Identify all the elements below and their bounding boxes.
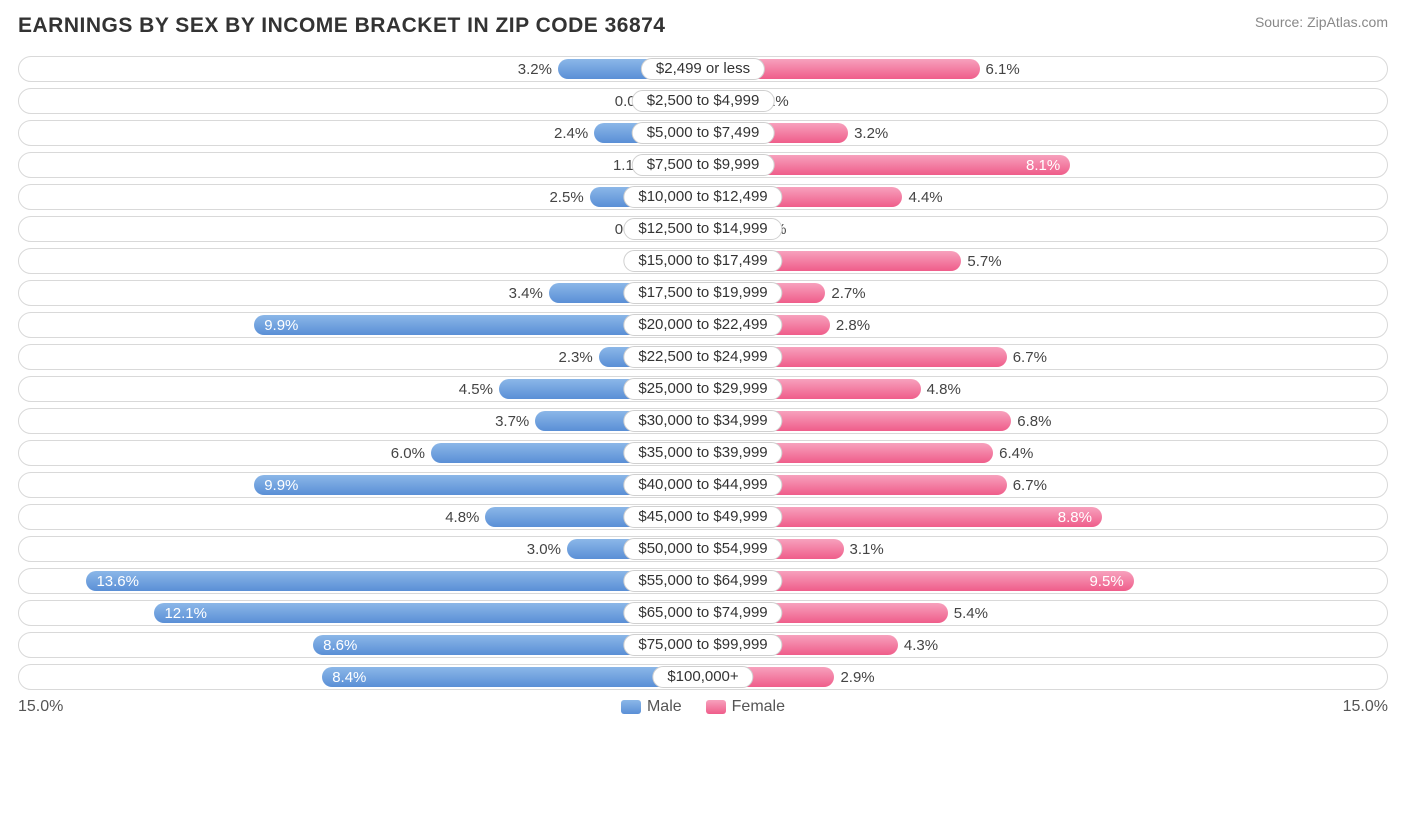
category-pill: $17,500 to $19,999 — [623, 282, 782, 304]
female-value-label: 3.2% — [848, 123, 888, 143]
chart-row: 4.5% 4.8% $25,000 to $29,999 — [18, 376, 1388, 402]
male-value-label: 2.4% — [554, 123, 594, 143]
chart-row: 9.9% 2.8% $20,000 to $22,499 — [18, 312, 1388, 338]
category-pill: $15,000 to $17,499 — [623, 250, 782, 272]
category-pill: $30,000 to $34,999 — [623, 410, 782, 432]
chart-row: 8.4% 2.9% $100,000+ — [18, 664, 1388, 690]
female-value-label: 6.8% — [1011, 411, 1051, 431]
chart-row: 4.8% 8.8% $45,000 to $49,999 — [18, 504, 1388, 530]
axis-max-right: 15.0% — [1343, 698, 1388, 716]
male-value-label: 3.0% — [527, 539, 567, 559]
female-value-label: 5.4% — [948, 603, 988, 623]
female-value-label: 8.1% — [1020, 155, 1070, 175]
male-bar — [154, 603, 703, 623]
female-swatch-icon — [706, 700, 726, 714]
female-value-label: 6.4% — [993, 443, 1033, 463]
chart-row: 3.7% 6.8% $30,000 to $34,999 — [18, 408, 1388, 434]
chart-row: 13.6% 9.5% $55,000 to $64,999 — [18, 568, 1388, 594]
female-value-label: 8.8% — [1052, 507, 1102, 527]
female-value-label: 2.8% — [830, 315, 870, 335]
category-pill: $35,000 to $39,999 — [623, 442, 782, 464]
chart-row: 0.63%5.7%$15,000 to $17,499 — [18, 248, 1388, 274]
male-value-label: 4.5% — [459, 379, 499, 399]
category-pill: $100,000+ — [652, 666, 753, 688]
category-pill: $22,500 to $24,999 — [623, 346, 782, 368]
male-value-label: 4.8% — [445, 507, 485, 527]
chart-row: 0.0%0.82%$2,500 to $4,999 — [18, 88, 1388, 114]
category-pill: $10,000 to $12,499 — [623, 186, 782, 208]
male-value-label: 12.1% — [154, 603, 213, 623]
chart-row: 2.3% 6.7% $22,500 to $24,999 — [18, 344, 1388, 370]
chart-row: 3.0% 3.1% $50,000 to $54,999 — [18, 536, 1388, 562]
legend-male-label: Male — [647, 698, 682, 715]
male-bar — [86, 571, 703, 591]
female-value-label: 6.7% — [1007, 347, 1047, 367]
male-value-label: 9.9% — [254, 315, 304, 335]
chart-row: 1.1%8.1%$7,500 to $9,999 — [18, 152, 1388, 178]
chart-legend: Male Female — [621, 698, 785, 716]
chart-row: 9.9% 6.7% $40,000 to $44,999 — [18, 472, 1388, 498]
female-value-label: 5.7% — [961, 251, 1001, 271]
female-value-label: 3.1% — [844, 539, 884, 559]
chart-row: 12.1% 5.4% $65,000 to $74,999 — [18, 600, 1388, 626]
female-value-label: 6.1% — [980, 59, 1020, 79]
chart-source: Source: ZipAtlas.com — [1255, 14, 1388, 30]
category-pill: $65,000 to $74,999 — [623, 602, 782, 624]
male-value-label: 8.4% — [322, 667, 372, 687]
chart-header: EARNINGS BY SEX BY INCOME BRACKET IN ZIP… — [18, 14, 1388, 38]
female-value-label: 4.8% — [921, 379, 961, 399]
male-value-label: 6.0% — [391, 443, 431, 463]
male-value-label: 3.7% — [495, 411, 535, 431]
chart-plot-area: 3.2% 6.1% $2,499 or less 0.0%0.82%$2,500 to… — [18, 56, 1388, 690]
category-pill: $5,000 to $7,499 — [632, 122, 775, 144]
female-value-label: 6.7% — [1007, 475, 1047, 495]
legend-male: Male — [621, 698, 682, 716]
category-pill: $2,499 or less — [641, 58, 765, 80]
female-value-label: 4.3% — [898, 635, 938, 655]
category-pill: $25,000 to $29,999 — [623, 378, 782, 400]
category-pill: $12,500 to $14,999 — [623, 218, 782, 240]
category-pill: $40,000 to $44,999 — [623, 474, 782, 496]
legend-female: Female — [706, 698, 785, 716]
male-value-label: 2.5% — [549, 187, 589, 207]
male-value-label: 3.4% — [509, 283, 549, 303]
female-value-label: 4.4% — [902, 187, 942, 207]
chart-row: 2.4% 3.2% $5,000 to $7,499 — [18, 120, 1388, 146]
male-value-label: 8.6% — [313, 635, 363, 655]
legend-female-label: Female — [732, 698, 785, 715]
male-value-label: 9.9% — [254, 475, 304, 495]
female-value-label: 2.9% — [834, 667, 874, 687]
chart-row: 0.0%0.77%$12,500 to $14,999 — [18, 216, 1388, 242]
axis-max-left: 15.0% — [18, 698, 63, 716]
female-value-label: 9.5% — [1083, 571, 1133, 591]
male-swatch-icon — [621, 700, 641, 714]
category-pill: $20,000 to $22,499 — [623, 314, 782, 336]
chart-row: 3.4% 2.7% $17,500 to $19,999 — [18, 280, 1388, 306]
male-value-label: 2.3% — [559, 347, 599, 367]
male-bar — [322, 667, 703, 687]
chart-row: 3.2% 6.1% $2,499 or less — [18, 56, 1388, 82]
chart-row: 2.5% 4.4% $10,000 to $12,499 — [18, 184, 1388, 210]
category-pill: $55,000 to $64,999 — [623, 570, 782, 592]
male-value-label: 13.6% — [86, 571, 145, 591]
chart-title: EARNINGS BY SEX BY INCOME BRACKET IN ZIP… — [18, 14, 665, 38]
female-value-label: 2.7% — [825, 283, 865, 303]
category-pill: $50,000 to $54,999 — [623, 538, 782, 560]
male-value-label: 3.2% — [518, 59, 558, 79]
category-pill: $7,500 to $9,999 — [632, 154, 775, 176]
earnings-butterfly-chart: EARNINGS BY SEX BY INCOME BRACKET IN ZIP… — [0, 0, 1406, 734]
chart-footer: 15.0% Male Female 15.0% — [18, 698, 1388, 716]
category-pill: $75,000 to $99,999 — [623, 634, 782, 656]
chart-row: 8.6% 4.3% $75,000 to $99,999 — [18, 632, 1388, 658]
category-pill: $45,000 to $49,999 — [623, 506, 782, 528]
chart-row: 6.0% 6.4% $35,000 to $39,999 — [18, 440, 1388, 466]
category-pill: $2,500 to $4,999 — [632, 90, 775, 112]
